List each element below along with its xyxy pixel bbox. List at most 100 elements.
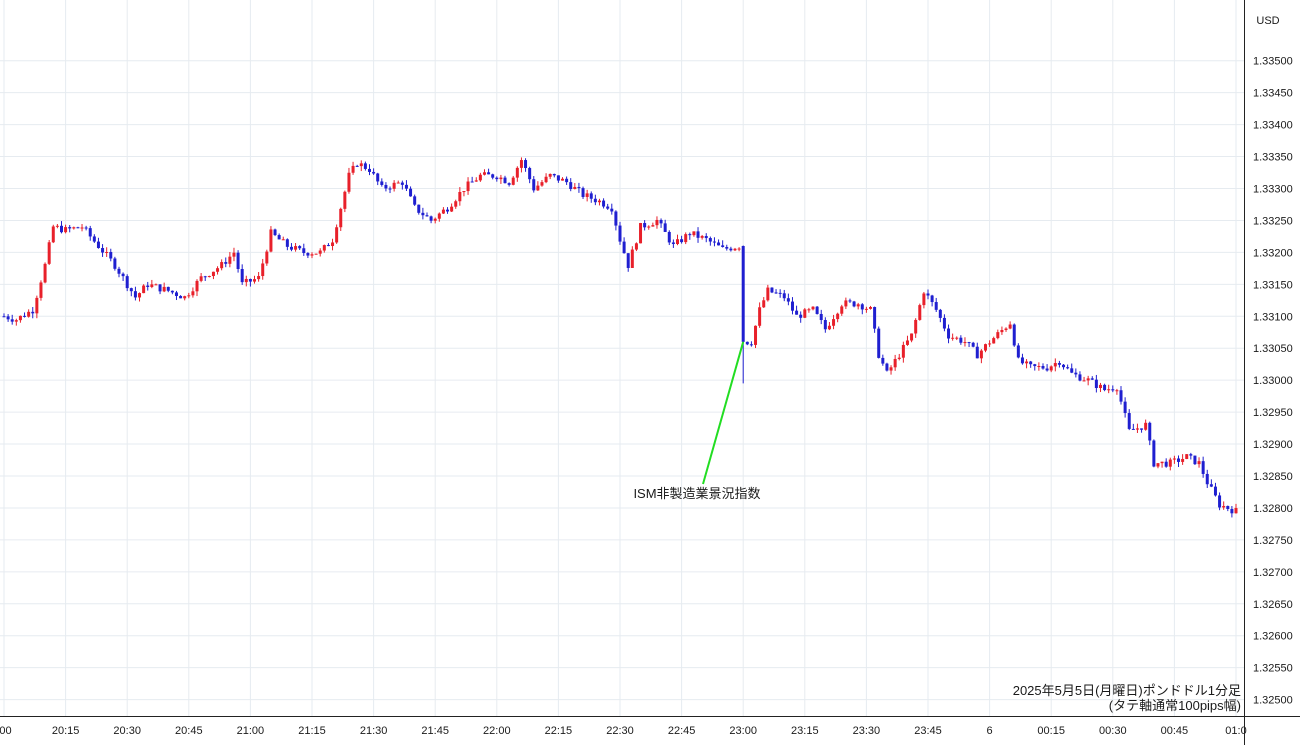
candle <box>482 169 486 176</box>
candle-body <box>922 293 926 306</box>
candle-body <box>425 215 429 217</box>
candle-body <box>347 172 351 192</box>
candle-body <box>183 296 187 299</box>
candle-body <box>881 357 885 364</box>
candle <box>643 220 647 231</box>
candle-body <box>589 193 593 199</box>
candle <box>885 362 889 372</box>
candle <box>298 245 302 251</box>
candle-body <box>511 177 515 185</box>
candle <box>347 167 351 194</box>
candle <box>261 258 265 280</box>
candle-body <box>351 165 355 173</box>
event-label: ISM非製造業景況指数 <box>633 486 760 501</box>
x-tick-label: 6 <box>987 725 993 737</box>
candle-body <box>1082 380 1086 382</box>
candle <box>84 225 88 231</box>
candle-body <box>18 315 22 321</box>
candle-body <box>1062 364 1066 368</box>
candle <box>782 289 786 302</box>
candle-body <box>585 193 589 197</box>
candle-body <box>606 206 610 209</box>
candle <box>1164 458 1168 468</box>
candle-body <box>1234 508 1238 514</box>
candle <box>1119 386 1123 405</box>
candle-body <box>975 346 979 359</box>
y-tick-label: 1.32650 <box>1253 599 1293 611</box>
candle-body <box>495 177 499 180</box>
candle-body <box>1172 458 1176 460</box>
candle <box>142 284 146 294</box>
candle <box>959 335 963 345</box>
candle-body <box>253 279 257 282</box>
candle-body <box>384 184 388 189</box>
candle <box>712 237 716 247</box>
y-tick-label: 1.33050 <box>1253 343 1293 355</box>
candle <box>659 218 663 228</box>
candle-body <box>1090 378 1094 380</box>
candle-body <box>996 332 1000 339</box>
candle <box>1152 439 1156 468</box>
candle-body <box>1037 366 1041 368</box>
candle-body <box>663 223 667 232</box>
y-tick-label: 1.32800 <box>1253 503 1293 515</box>
candle-body <box>634 243 638 250</box>
candle-body <box>1057 363 1061 365</box>
candle-body <box>257 276 261 280</box>
y-tick-label: 1.33200 <box>1253 247 1293 259</box>
candle-body <box>844 300 848 307</box>
candle-body <box>675 239 679 245</box>
candle <box>1074 368 1078 378</box>
candle-body <box>170 290 174 293</box>
candle <box>889 365 893 375</box>
candle <box>462 191 466 197</box>
candle <box>1226 505 1230 512</box>
candle-body <box>745 341 749 345</box>
candle <box>983 343 987 353</box>
candle <box>376 172 380 186</box>
candle-body <box>499 177 503 180</box>
candle <box>922 291 926 309</box>
candle-body <box>129 288 133 292</box>
candle-body <box>1205 473 1209 485</box>
candle-body <box>462 191 466 193</box>
candle-body <box>811 306 815 310</box>
candle <box>947 324 951 344</box>
candle <box>359 160 363 172</box>
x-tick-label: 20:30 <box>113 725 141 737</box>
candle <box>133 286 137 301</box>
y-tick-label: 1.33500 <box>1253 56 1293 68</box>
candle-body <box>1177 458 1181 462</box>
candle <box>253 275 257 284</box>
candle-body <box>1045 368 1049 371</box>
candle <box>626 253 630 272</box>
candle-body <box>417 204 421 213</box>
candle <box>1222 501 1226 510</box>
candle <box>606 203 610 210</box>
candle-body <box>88 228 92 237</box>
candle-body <box>893 358 897 368</box>
candle <box>873 306 877 333</box>
candle-body <box>1185 454 1189 459</box>
candle-body <box>207 276 211 278</box>
candle <box>1098 382 1102 393</box>
candle-body <box>762 300 766 308</box>
candle-body <box>1025 361 1029 364</box>
candle <box>1156 463 1160 469</box>
candle <box>10 314 14 325</box>
candle-body <box>827 325 831 330</box>
candle <box>1148 421 1152 446</box>
candle-body <box>285 239 289 247</box>
candle <box>729 246 733 252</box>
candle <box>117 266 121 278</box>
candle <box>630 246 634 269</box>
candle-body <box>515 167 519 178</box>
candle-body <box>1074 372 1078 375</box>
candle <box>146 281 150 291</box>
candle <box>565 176 569 185</box>
candle-body <box>1226 505 1230 509</box>
candle-body <box>1144 422 1148 430</box>
candle <box>667 230 671 246</box>
candle-body <box>68 227 72 229</box>
candle-body <box>836 313 840 320</box>
